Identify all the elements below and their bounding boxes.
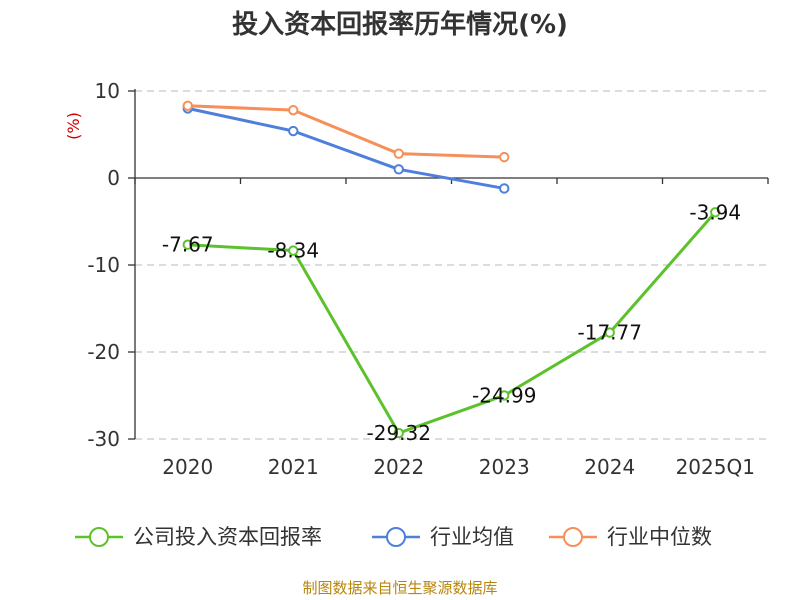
data-point (288, 125, 299, 137)
data-point (288, 104, 299, 116)
x-tick-label: 2020 (162, 455, 213, 479)
data-point (499, 183, 510, 194)
legend: 公司投入资本回报率 行业均值 行业中位数 (75, 525, 712, 549)
data-point (710, 207, 721, 218)
data-label: -24.99 (472, 383, 536, 407)
x-tick-label: 2024 (584, 455, 635, 479)
axes (134, 89, 769, 439)
series-line-0 (187, 211, 717, 435)
y-tick-label: -20 (87, 340, 120, 364)
y-tick-labels: 10 0 -10 -20 -30 (87, 79, 120, 451)
x-tick-label: 2022 (373, 455, 424, 479)
data-point (499, 390, 510, 401)
x-tick-label: 2025Q1 (676, 455, 755, 479)
legend-label: 公司投入资本回报率 (133, 525, 322, 549)
legend-label: 行业中位数 (607, 525, 712, 549)
legend-marker-circle (563, 527, 583, 547)
chart-title: 投入资本回报率历年情况(%) (232, 9, 568, 40)
series-lines (182, 100, 721, 439)
source-note: 制图数据来自恒生聚源数据库 (302, 579, 497, 597)
legend-marker-circle (386, 527, 406, 547)
data-point (393, 427, 404, 439)
data-point (393, 164, 404, 175)
gridlines (128, 90, 768, 440)
data-point (182, 100, 193, 111)
y-tick-label: 0 (107, 166, 120, 190)
legend-marker-circle (89, 527, 109, 547)
data-point (393, 148, 404, 159)
data-label: -29.32 (367, 421, 431, 445)
data-label: -7.67 (162, 233, 214, 257)
series-line-2 (187, 104, 505, 159)
y-tick-label: -10 (87, 253, 120, 277)
data-label: -3.94 (689, 200, 741, 224)
data-label: -8.34 (267, 239, 319, 263)
data-labels: -7.67 -8.34 -29.32 -24.99 -17.77 -3.94 (162, 200, 741, 445)
y-tick-label: -30 (87, 427, 120, 451)
x-tick-labels: 2020 2021 2022 2023 2024 2025Q1 (162, 455, 755, 479)
data-label: -17.77 (578, 321, 642, 345)
legend-label: 行业均值 (430, 525, 514, 549)
data-point (604, 327, 615, 338)
data-point (288, 245, 299, 256)
series-line-1 (187, 106, 505, 190)
y-tick-label: 10 (95, 79, 120, 103)
x-tick-label: 2021 (268, 455, 319, 479)
y-axis-label: (%) (64, 112, 83, 140)
x-tick-label: 2023 (479, 455, 530, 479)
data-point (182, 239, 193, 250)
data-point (499, 151, 510, 163)
